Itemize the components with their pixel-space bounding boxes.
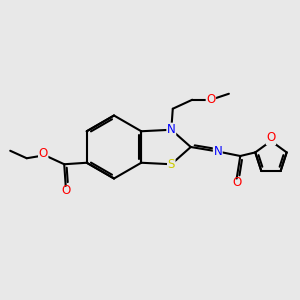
Text: O: O <box>39 147 48 160</box>
Text: S: S <box>168 158 175 171</box>
Text: O: O <box>232 176 241 189</box>
Text: O: O <box>266 131 276 145</box>
Text: N: N <box>213 145 222 158</box>
Text: O: O <box>206 93 215 106</box>
Text: N: N <box>167 123 176 136</box>
Text: O: O <box>61 184 70 197</box>
